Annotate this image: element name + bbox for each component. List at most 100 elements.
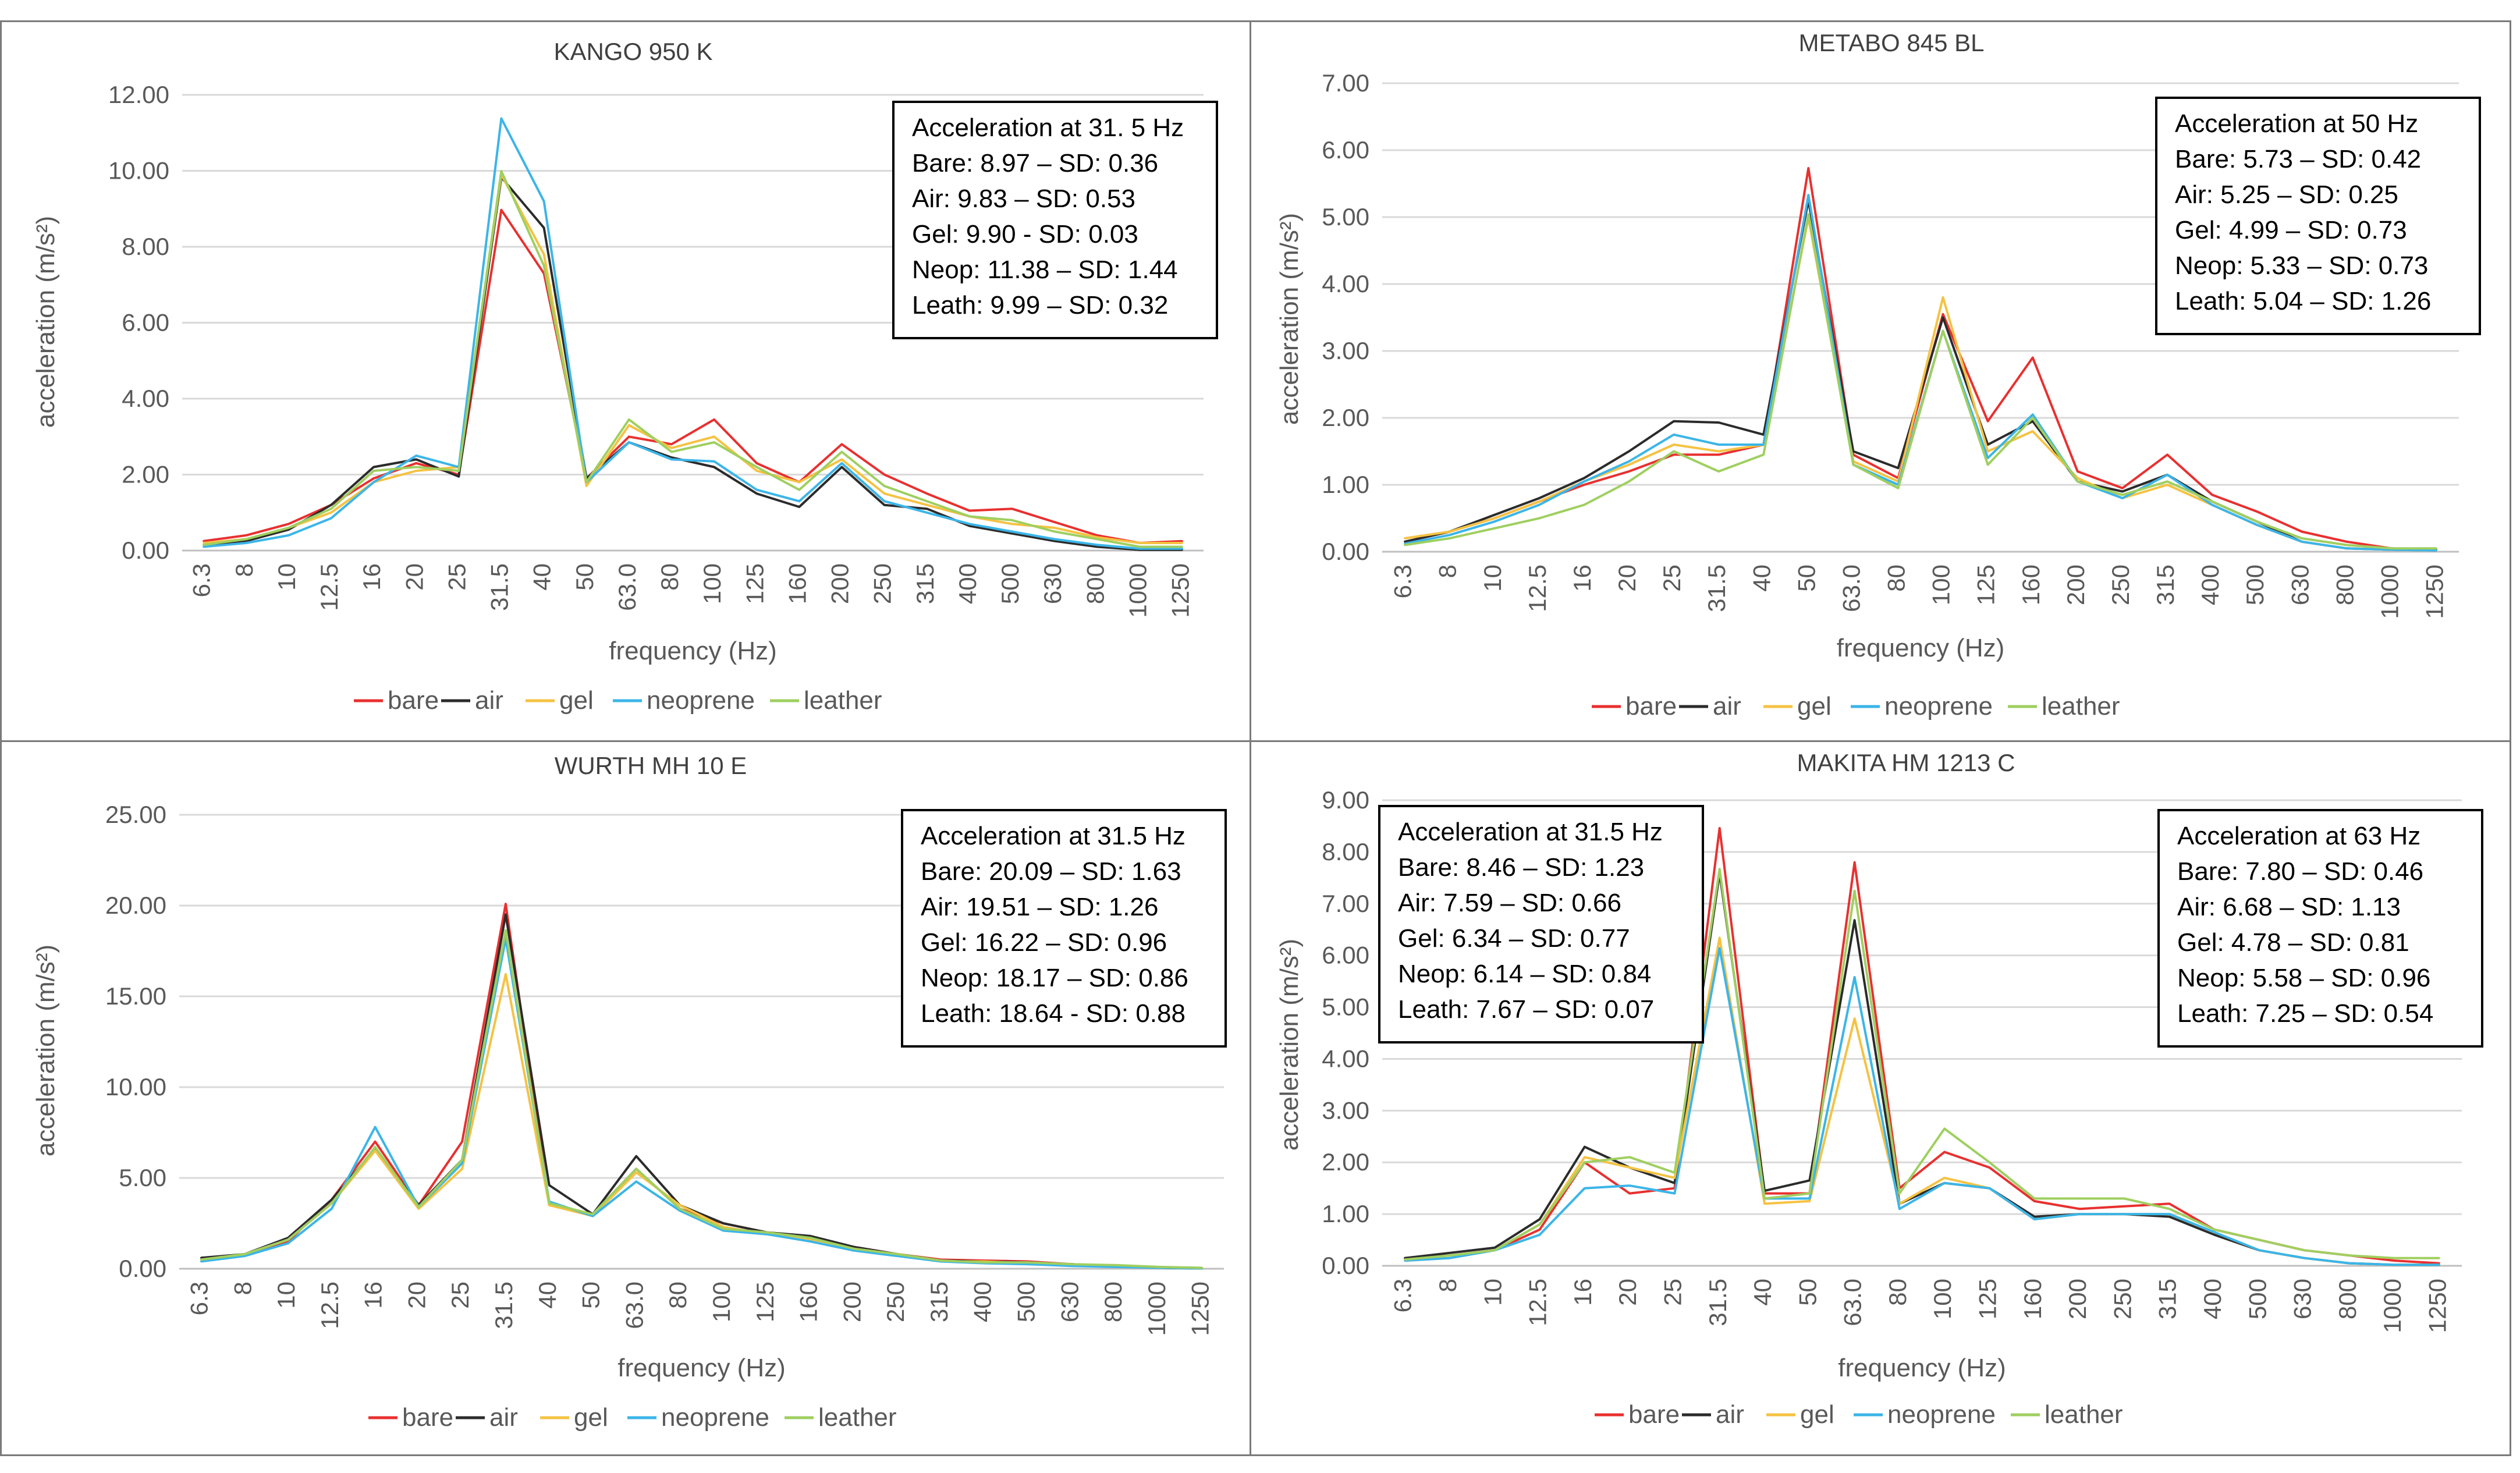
- data-point-neoprene: [883, 500, 886, 502]
- y-tick-label: 0.00: [1322, 538, 1369, 565]
- data-point-neoprene: [1181, 548, 1183, 550]
- data-point-neoprene: [766, 1233, 768, 1236]
- data-point-air: [505, 913, 507, 915]
- x-tick-label: 10: [1479, 1279, 1506, 1306]
- data-point-leather: [766, 1231, 768, 1234]
- annotation-line: Acceleration at 31. 5 Hz: [912, 113, 1184, 142]
- annotation-line: Neop: 5.58 – SD: 0.96: [2177, 964, 2431, 992]
- data-point-leather: [2032, 417, 2034, 419]
- annotation-line: Bare: 8.46 – SD: 1.23: [1398, 853, 1645, 882]
- data-point-bare: [2256, 510, 2258, 513]
- y-axis-label: acceleration (m/s²): [31, 216, 60, 428]
- legend-label-bare: bare: [388, 686, 439, 715]
- legend-label-gel: gel: [559, 686, 594, 715]
- data-point-air: [1493, 514, 1496, 516]
- x-tick-label: 200: [2064, 1279, 2091, 1319]
- annotation-line: Leath: 7.67 – SD: 0.07: [1398, 995, 1655, 1024]
- data-point-bare: [2393, 1259, 2395, 1262]
- data-point-neoprene: [1070, 1265, 1073, 1267]
- data-point-leather: [245, 538, 247, 540]
- data-point-neoprene: [670, 458, 673, 460]
- data-point-leather: [1807, 213, 1809, 215]
- data-point-leather: [1988, 1161, 1990, 1163]
- y-tick-label: 10.00: [108, 157, 169, 184]
- x-tick-label: 1000: [2379, 1279, 2406, 1333]
- y-tick-label: 6.00: [122, 309, 169, 336]
- data-point-neoprene: [543, 200, 545, 203]
- x-tick-label: 6.3: [1389, 1279, 1417, 1312]
- x-tick-label: 63.0: [1839, 1279, 1866, 1326]
- x-tick-label: 250: [2109, 1279, 2136, 1319]
- series-line-leather: [1404, 213, 2437, 550]
- data-point-leather: [926, 500, 928, 502]
- legend-label-bare: bare: [1628, 1400, 1680, 1429]
- data-point-leather: [984, 1261, 986, 1263]
- annotation-line: Air: 19.51 – SD: 1.26: [921, 893, 1159, 921]
- x-tick-label: 1250: [2423, 1279, 2451, 1333]
- data-point-neoprene: [809, 1240, 811, 1243]
- x-tick-label: 250: [882, 1282, 909, 1322]
- data-point-leather: [1897, 487, 1899, 489]
- x-tick-label: 6.3: [185, 1282, 212, 1315]
- data-point-gel: [1449, 531, 1451, 533]
- data-point-neoprene: [2348, 1262, 2351, 1265]
- x-tick-label: 63.0: [620, 1282, 648, 1329]
- legend-label-neoprene: neoprene: [661, 1403, 769, 1432]
- data-point-neoprene: [722, 1229, 725, 1231]
- data-point-bare: [245, 534, 247, 537]
- x-axis-label: frequency (Hz): [609, 637, 777, 665]
- data-point-neoprene: [287, 1242, 289, 1244]
- data-point-air: [670, 456, 673, 459]
- data-point-leather: [330, 507, 332, 510]
- data-point-bare: [1988, 1166, 1990, 1169]
- legend-label-neoprene: neoprene: [1884, 692, 1993, 720]
- data-point-gel: [2166, 484, 2168, 486]
- data-point-gel: [1673, 1177, 1676, 1179]
- data-point-leather: [1584, 1161, 1586, 1163]
- data-point-gel: [203, 542, 205, 544]
- data-point-gel: [1719, 936, 1721, 939]
- data-point-neoprene: [2123, 1213, 2125, 1215]
- data-point-leather: [2390, 547, 2393, 549]
- x-tick-label: 16: [1568, 565, 1596, 592]
- x-tick-label: 160: [2017, 565, 2045, 605]
- x-tick-label: 250: [869, 563, 896, 604]
- data-point-leather: [288, 527, 290, 529]
- data-point-leather: [1673, 1172, 1676, 1174]
- x-tick-label: 400: [2196, 565, 2224, 605]
- data-point-bare: [1987, 420, 1989, 423]
- data-point-neoprene: [2303, 1257, 2305, 1259]
- data-point-neoprene: [1011, 530, 1013, 533]
- data-point-bare: [926, 492, 928, 495]
- data-point-neoprene: [1987, 457, 1989, 459]
- x-tick-label: 630: [1039, 563, 1066, 604]
- y-tick-label: 7.00: [1322, 69, 1369, 97]
- data-point-gel: [1538, 501, 1541, 503]
- data-point-bare: [288, 523, 290, 525]
- data-point-neoprene: [755, 489, 758, 491]
- data-point-neoprene: [415, 455, 417, 457]
- x-tick-label: 1000: [2376, 565, 2403, 619]
- data-point-bare: [372, 477, 375, 480]
- data-point-leather: [1011, 519, 1013, 521]
- data-point-air: [200, 1257, 202, 1259]
- y-tick-label: 0.00: [1322, 1252, 1369, 1279]
- x-tick-label: 31.5: [1704, 1279, 1731, 1326]
- x-tick-label: 50: [1794, 1279, 1821, 1306]
- legend-label-gel: gel: [1800, 1400, 1834, 1429]
- data-point-gel: [1404, 537, 1406, 539]
- data-point-air: [1538, 497, 1541, 499]
- x-tick-label: 160: [783, 563, 811, 604]
- x-tick-label: 8: [229, 1282, 256, 1295]
- legend-label-bare: bare: [1625, 692, 1677, 720]
- data-point-gel: [543, 253, 545, 255]
- x-tick-label: 125: [1972, 565, 2000, 605]
- annotation-line: Neop: 18.17 – SD: 0.86: [921, 964, 1188, 992]
- series-line-neoprene: [203, 117, 1183, 550]
- x-tick-label: 25: [1659, 1279, 1686, 1306]
- annotation-line: Acceleration at 50 Hz: [2175, 109, 2419, 138]
- x-tick-label: 80: [664, 1282, 691, 1309]
- x-tick-label: 8: [1434, 565, 1461, 578]
- annotation-line: Gel: 6.34 – SD: 0.77: [1398, 924, 1630, 953]
- data-point-leather: [1719, 868, 1721, 870]
